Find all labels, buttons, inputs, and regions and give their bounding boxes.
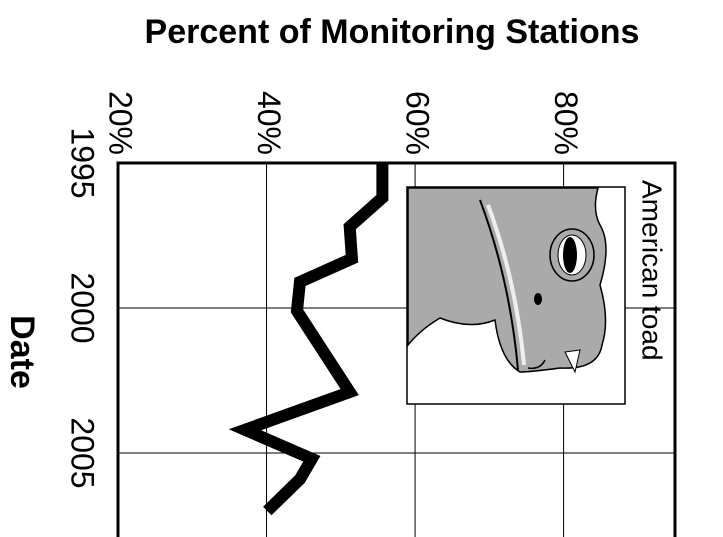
data-line	[245, 163, 382, 511]
annotation: American toad	[637, 180, 668, 361]
x-tick-label: 40%	[251, 91, 287, 155]
x-tick-label: 60%	[400, 91, 436, 155]
x-tick-label: 80%	[548, 91, 584, 155]
chart: Percent of Monitoring Stations Date Amer…	[0, 0, 723, 537]
chart-title: Percent of Monitoring Stations	[145, 13, 640, 51]
x-tick-label: 20%	[103, 91, 139, 155]
y-axis-label: Date	[3, 315, 41, 389]
toad-illustration	[407, 187, 625, 404]
y-tick-label: 1995	[65, 127, 101, 198]
y-tick-label: 2005	[65, 417, 101, 488]
y-tick-label: 2000	[65, 272, 101, 343]
